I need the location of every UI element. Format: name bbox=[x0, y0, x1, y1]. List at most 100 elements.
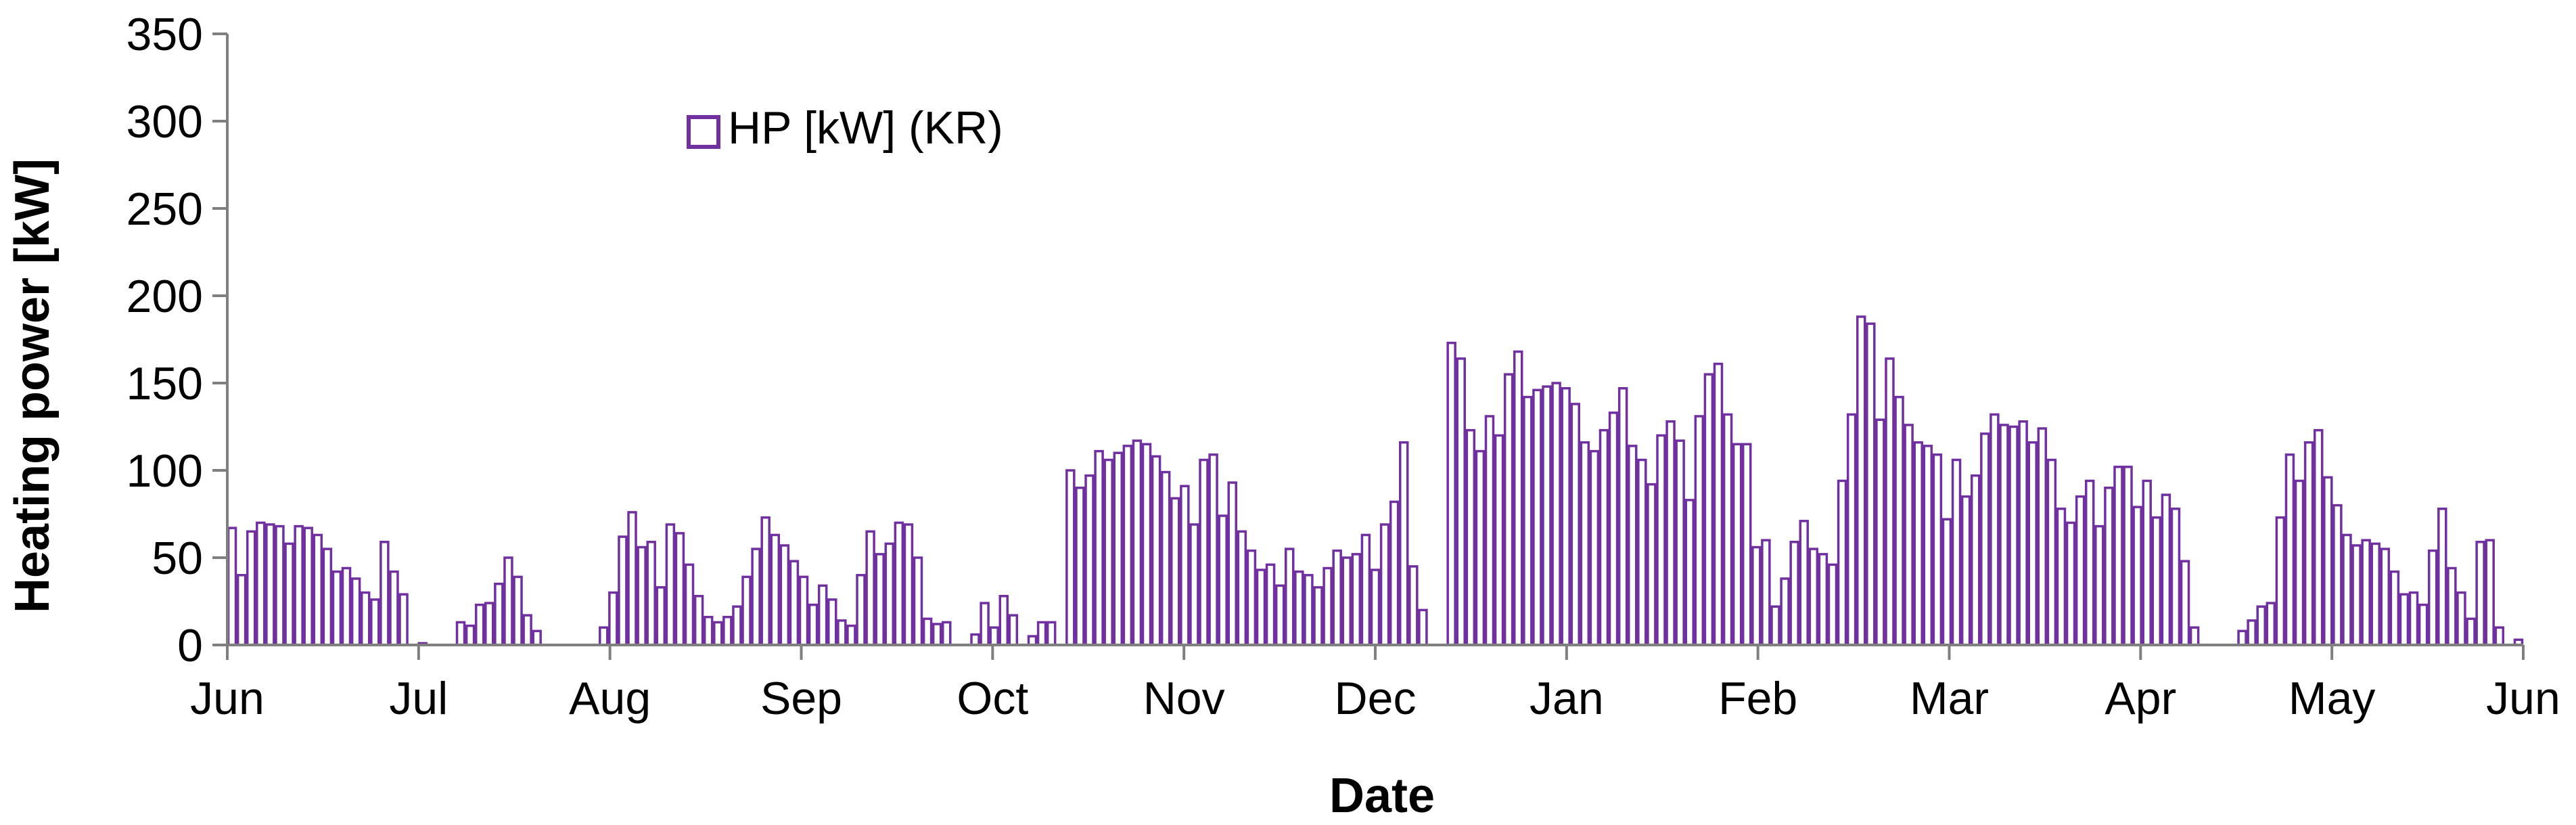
bar bbox=[1628, 445, 1638, 646]
x-tick-label: Feb bbox=[1718, 673, 1797, 724]
bar bbox=[2389, 570, 2400, 646]
bar bbox=[494, 582, 504, 646]
bar bbox=[1475, 449, 1486, 646]
bar bbox=[465, 624, 476, 646]
x-tick-label: Jan bbox=[1530, 673, 1604, 724]
bar bbox=[474, 603, 485, 646]
x-tick-label: Oct bbox=[957, 673, 1028, 724]
x-tick-label: Jun bbox=[190, 673, 264, 724]
bar bbox=[1094, 449, 1104, 646]
bar bbox=[2437, 508, 2447, 646]
bar bbox=[913, 556, 923, 646]
bar bbox=[2046, 458, 2057, 646]
bar bbox=[1789, 541, 1799, 646]
bar bbox=[2247, 619, 2257, 646]
bar bbox=[1932, 453, 1943, 646]
bar bbox=[275, 525, 285, 646]
bar bbox=[1570, 403, 1580, 646]
bar bbox=[2303, 441, 2314, 646]
bar bbox=[1856, 315, 1866, 646]
y-tick-label: 200 bbox=[127, 271, 203, 322]
bar bbox=[1980, 432, 1990, 646]
bar bbox=[2370, 542, 2380, 646]
y-tick-label: 250 bbox=[127, 183, 203, 235]
bar bbox=[2342, 533, 2352, 646]
bar bbox=[1617, 386, 1628, 646]
bar bbox=[1637, 458, 1647, 646]
bar bbox=[1274, 584, 1285, 646]
bar bbox=[627, 511, 637, 646]
bar bbox=[389, 570, 399, 646]
bar bbox=[1827, 563, 1838, 646]
bar bbox=[1256, 568, 1266, 646]
bar bbox=[1113, 451, 1124, 646]
bar bbox=[256, 521, 266, 646]
bar bbox=[1360, 533, 1371, 646]
bar bbox=[1075, 487, 1085, 646]
bar bbox=[303, 527, 313, 646]
bar bbox=[1732, 443, 1743, 646]
axes: 0 50 100 150 200 250 300 350 Jun Jul Aug Sep Oct Nov D… bbox=[127, 9, 2560, 724]
bar bbox=[341, 566, 352, 646]
bar bbox=[1647, 483, 1657, 646]
bar bbox=[1265, 563, 1276, 646]
bar bbox=[1208, 453, 1218, 646]
bar bbox=[484, 602, 495, 646]
bar bbox=[665, 523, 676, 646]
bar bbox=[684, 563, 695, 646]
bar bbox=[1675, 439, 1685, 646]
bar bbox=[1218, 514, 1228, 646]
bar bbox=[980, 602, 990, 646]
x-tick-label: Jul bbox=[389, 673, 448, 724]
bar bbox=[703, 615, 714, 646]
bar bbox=[903, 523, 914, 646]
bar bbox=[751, 548, 761, 646]
bar bbox=[2485, 539, 2495, 646]
bar bbox=[1237, 530, 1247, 646]
x-tick-label: Mar bbox=[1910, 673, 1989, 724]
bar bbox=[1960, 495, 1971, 646]
bar bbox=[1665, 420, 1676, 646]
bar bbox=[1399, 441, 1409, 646]
y-tick-label: 50 bbox=[152, 533, 203, 584]
legend: HP [kW] (KR) bbox=[687, 102, 1003, 154]
bar bbox=[2170, 508, 2181, 646]
bar bbox=[722, 615, 733, 646]
bar bbox=[646, 541, 656, 646]
bar bbox=[932, 623, 942, 646]
bar bbox=[827, 598, 837, 646]
bar bbox=[1551, 382, 1561, 646]
bar bbox=[1941, 518, 1952, 646]
bar bbox=[1904, 424, 1914, 646]
plot-area bbox=[227, 315, 2524, 646]
bar bbox=[713, 621, 723, 646]
bar bbox=[1189, 523, 1199, 646]
bar bbox=[2294, 479, 2305, 646]
bar bbox=[1389, 500, 1400, 646]
bar bbox=[513, 575, 523, 646]
bar bbox=[1408, 565, 1419, 646]
bar bbox=[236, 574, 247, 646]
bar bbox=[856, 574, 866, 646]
bar bbox=[2313, 428, 2324, 646]
bar bbox=[2380, 548, 2391, 646]
bar bbox=[865, 530, 875, 646]
bar bbox=[380, 541, 390, 646]
bar bbox=[693, 595, 704, 646]
bar bbox=[1151, 455, 1162, 646]
bar bbox=[1846, 413, 1857, 646]
x-tick-label: Jun bbox=[2486, 673, 2560, 724]
bar bbox=[2466, 617, 2476, 646]
bar bbox=[2256, 605, 2266, 646]
bar bbox=[1885, 357, 1895, 646]
bar bbox=[817, 584, 828, 646]
bar bbox=[1999, 424, 2009, 646]
bar bbox=[1923, 445, 1933, 646]
bar bbox=[1065, 469, 1076, 646]
bar bbox=[998, 595, 1009, 646]
bar bbox=[503, 556, 513, 646]
bar bbox=[1503, 373, 1514, 646]
y-tick-label: 0 bbox=[177, 620, 203, 671]
bar bbox=[989, 626, 999, 646]
bar bbox=[1484, 415, 1495, 646]
